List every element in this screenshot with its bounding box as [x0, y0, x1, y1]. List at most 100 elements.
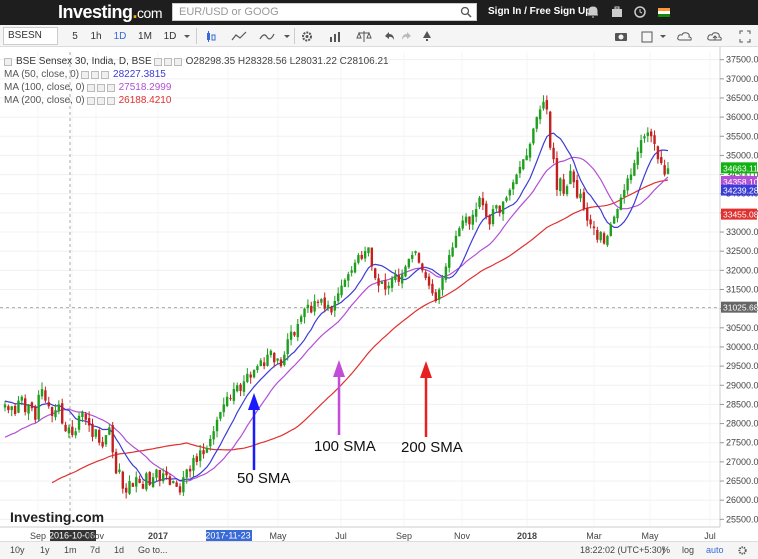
candle-body — [377, 278, 380, 286]
clock-icon[interactable] — [633, 5, 647, 19]
investing-logo[interactable]: Investing.com — [58, 2, 162, 22]
close-icon[interactable] — [106, 83, 115, 92]
gear-icon[interactable] — [300, 29, 314, 44]
range-1d[interactable]: 1d — [114, 545, 125, 555]
fullscreen-icon[interactable] — [738, 29, 752, 44]
goto-date[interactable]: Go to... — [138, 545, 168, 555]
range-10y[interactable]: 10y — [10, 545, 25, 555]
compare-icon[interactable] — [230, 29, 248, 44]
search-icon[interactable] — [460, 6, 472, 18]
percent-toggle[interactable]: % — [662, 545, 671, 555]
ma100-label: MA (100, close, 0) — [4, 82, 85, 93]
range-7d[interactable]: 7d — [90, 545, 101, 555]
close-icon[interactable] — [173, 57, 182, 66]
candle-body — [165, 471, 168, 476]
interval-select[interactable]: 1D — [163, 31, 177, 42]
camera-icon[interactable] — [614, 29, 628, 44]
candle-body — [649, 131, 653, 137]
candle-body — [232, 389, 236, 401]
ma50-value: 28227.3815 — [113, 69, 166, 80]
candle-body — [384, 280, 387, 290]
candle-body — [249, 374, 252, 378]
eye-icon[interactable] — [81, 70, 90, 79]
candle-body — [158, 469, 162, 482]
candle-body — [619, 197, 623, 210]
settings-icon[interactable] — [96, 83, 105, 92]
indicators-icon[interactable] — [258, 29, 276, 44]
cloud-upload-icon[interactable] — [706, 29, 724, 44]
eye-icon[interactable] — [153, 57, 162, 66]
arrowhead-100sma — [333, 360, 345, 377]
candle-body — [501, 201, 505, 215]
candle-body — [299, 316, 303, 322]
redo-icon[interactable] — [400, 29, 414, 44]
candle-body — [478, 197, 481, 208]
candle-body — [545, 100, 549, 110]
interval-5[interactable]: 5 — [72, 31, 78, 42]
candle-body — [128, 481, 131, 494]
candle-body — [380, 281, 384, 284]
candle-body — [562, 179, 565, 194]
undo-icon[interactable] — [382, 29, 396, 44]
bar-chart-icon[interactable] — [328, 29, 344, 44]
bell-icon[interactable] — [586, 5, 600, 19]
candle-body — [145, 473, 148, 490]
log-toggle[interactable]: log — [682, 545, 695, 555]
y-tick-label: 27000.00 — [726, 457, 758, 467]
candle-body — [572, 171, 575, 183]
auto-toggle[interactable]: auto — [706, 545, 724, 555]
candle-body — [242, 381, 246, 392]
symbol-input[interactable]: BSESN — [3, 27, 58, 45]
y-tick-label: 32000.00 — [726, 265, 758, 275]
collapse-icon[interactable] — [4, 57, 12, 66]
ma200-path — [51, 179, 669, 484]
interval-1h[interactable]: 1h — [90, 31, 102, 42]
eye-icon[interactable] — [86, 83, 95, 92]
candle-body — [468, 216, 471, 225]
y-tick-label: 26000.00 — [726, 495, 758, 505]
settings-icon[interactable] — [96, 96, 105, 105]
candle-body — [91, 423, 94, 437]
candles-icon[interactable] — [204, 29, 218, 44]
legend-ohlc: O28298.35 H28328.56 L28031.22 C28106.21 — [185, 56, 389, 67]
candle-body — [656, 146, 660, 160]
y-tick-label: 29000.00 — [726, 380, 758, 390]
chevron-down-icon[interactable] — [658, 29, 668, 44]
close-icon[interactable] — [106, 96, 115, 105]
settings-icon[interactable] — [163, 57, 172, 66]
price-chart[interactable]: 25500.00 26000.00 26500.00 27000.00 27500.00… — [0, 47, 758, 541]
interval-1m[interactable]: 1M — [138, 31, 152, 42]
chevron-down-icon[interactable] — [282, 29, 292, 44]
price-tag-label: 31025.68 — [723, 303, 758, 313]
signin-link[interactable]: Sign In / Free Sign Up — [488, 6, 592, 17]
interval-1d[interactable]: 1D — [113, 31, 127, 42]
template-icon[interactable] — [640, 29, 654, 44]
candle-body — [488, 215, 491, 225]
india-flag-icon[interactable] — [657, 5, 671, 19]
candle-body — [104, 435, 108, 445]
candle-body — [81, 412, 84, 417]
briefcase-icon[interactable] — [610, 5, 624, 19]
range-1m[interactable]: 1m — [64, 545, 77, 555]
candle-body — [37, 394, 40, 420]
search-input[interactable]: EUR/USD or GOOG — [172, 3, 477, 21]
chart-legend: BSE Sensex 30, India, D, BSE O28298.35 H… — [4, 55, 389, 107]
eye-icon[interactable] — [86, 96, 95, 105]
settings-icon[interactable] — [91, 70, 100, 79]
candle-body — [320, 299, 323, 303]
chevron-down-icon[interactable] — [182, 29, 192, 44]
alert-icon[interactable] — [420, 29, 434, 44]
candle-body — [215, 419, 219, 432]
range-1y[interactable]: 1y — [40, 545, 50, 555]
gear-icon[interactable] — [737, 545, 748, 556]
y-tick-label: 33000.00 — [726, 227, 758, 237]
balance-icon[interactable] — [356, 29, 372, 44]
candle-body — [592, 226, 596, 229]
candle-body — [411, 255, 414, 259]
cloud-icon[interactable] — [676, 29, 694, 44]
close-icon[interactable] — [101, 70, 110, 79]
x-tick-label: Jul — [335, 531, 347, 541]
y-tick-label: 37000.00 — [726, 74, 758, 84]
candle-body — [44, 390, 47, 401]
candle-body — [246, 373, 249, 382]
